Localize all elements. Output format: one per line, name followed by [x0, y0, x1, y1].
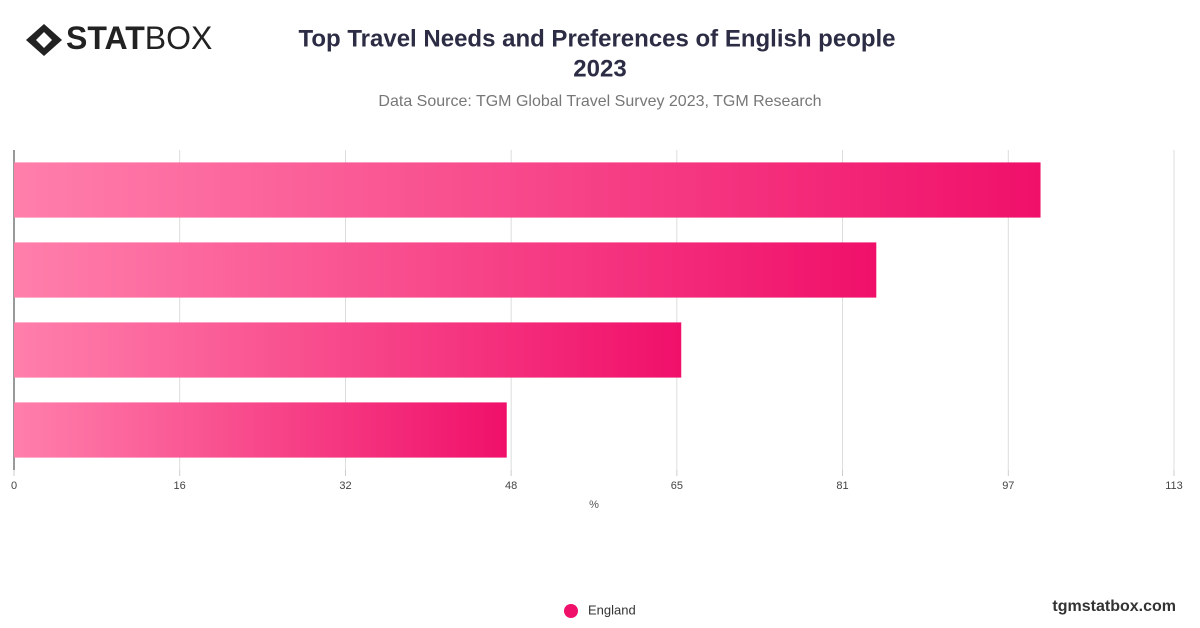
- chart-subtitle: Data Source: TGM Global Travel Survey 20…: [378, 93, 821, 110]
- x-tick-label: 16: [174, 480, 186, 492]
- logo-light: BOX: [145, 20, 213, 56]
- x-tick-label: 48: [505, 480, 517, 492]
- bar: [14, 402, 507, 458]
- legend-label: England: [588, 602, 636, 617]
- website: tgmstatbox.com: [1052, 598, 1176, 615]
- chart-title: 2023: [573, 55, 626, 82]
- x-tick-label: 97: [1002, 480, 1014, 492]
- x-tick-label: 113: [1165, 480, 1183, 492]
- chart-title: Top Travel Needs and Preferences of Engl…: [298, 25, 895, 52]
- logo-icon: [26, 24, 62, 56]
- x-axis-label: %: [589, 499, 599, 511]
- x-tick-label: 32: [339, 480, 351, 492]
- bar: [14, 162, 1041, 218]
- logo: STATBOX: [26, 20, 212, 56]
- legend-marker: [564, 604, 578, 618]
- bar: [14, 242, 877, 298]
- x-tick-label: 0: [11, 480, 17, 492]
- logo-bold: STAT: [66, 20, 145, 56]
- x-tick-label: 65: [671, 480, 683, 492]
- logo-text: STATBOX: [66, 20, 212, 56]
- bar: [14, 322, 682, 378]
- x-tick-label: 81: [836, 480, 848, 492]
